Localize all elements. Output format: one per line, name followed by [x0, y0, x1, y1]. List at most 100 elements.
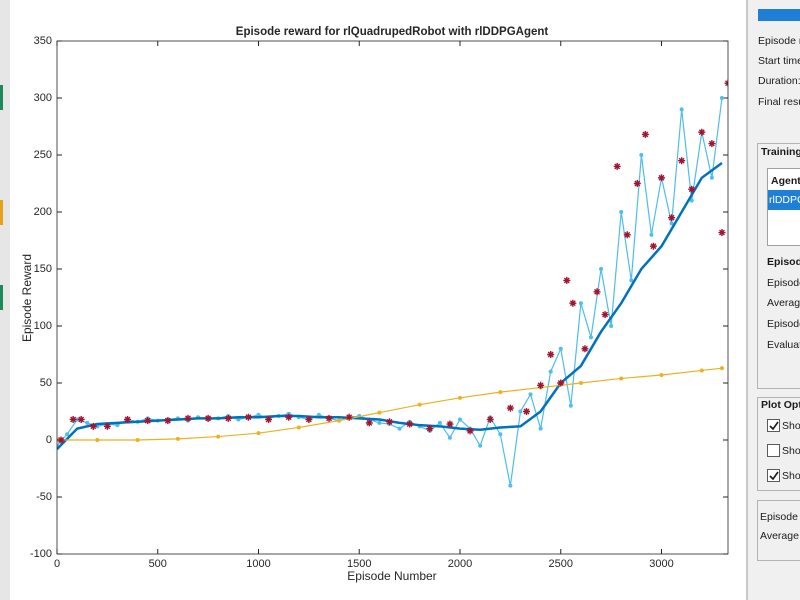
- point: [75, 417, 80, 422]
- y-tick-label: -50: [36, 491, 52, 503]
- point: [498, 432, 503, 437]
- left-strip: [0, 0, 10, 600]
- y-tick-label: 200: [34, 206, 52, 218]
- evaluation-marker: [406, 420, 414, 428]
- x-tick-label: 2000: [448, 558, 472, 570]
- x-tick-label: 1000: [246, 558, 270, 570]
- x-tick-label: 1500: [347, 558, 371, 570]
- evaluation-marker: [184, 414, 192, 422]
- checkbox-label[interactable]: Show: [782, 470, 800, 482]
- point: [377, 410, 382, 415]
- checkbox[interactable]: [767, 419, 780, 432]
- status-label: Start time: [758, 55, 800, 67]
- y-tick-label: 300: [34, 92, 52, 104]
- point: [216, 434, 221, 439]
- point: [639, 153, 644, 157]
- series-group: [57, 79, 728, 488]
- evaluation-marker: [557, 379, 565, 387]
- evaluation-marker: [522, 408, 530, 415]
- evaluation-marker: [164, 417, 172, 425]
- group-header: [758, 398, 800, 412]
- plot-area: [57, 41, 728, 554]
- point: [397, 426, 402, 431]
- y-tick-label: 100: [34, 320, 52, 332]
- point: [458, 395, 463, 400]
- evaluation-marker: [623, 231, 631, 239]
- info-label: Average: [767, 297, 800, 309]
- table-row-selected[interactable]: [768, 190, 800, 210]
- point: [719, 366, 724, 371]
- evaluation-marker: [77, 415, 85, 423]
- point: [599, 267, 604, 271]
- group-title: Training: [761, 146, 800, 158]
- checkmark[interactable]: [769, 471, 779, 481]
- point: [558, 346, 563, 351]
- evaluation-marker: [668, 214, 676, 222]
- evaluation-marker: [613, 162, 621, 170]
- left-marker: [0, 200, 3, 225]
- status-label: Duration:: [758, 75, 800, 87]
- evaluation-marker: [69, 415, 77, 423]
- evaluation-marker: [244, 413, 252, 421]
- point: [135, 438, 140, 442]
- y-tick-label: 250: [34, 149, 52, 161]
- point: [518, 409, 523, 414]
- evaluation-marker: [144, 417, 152, 425]
- info-label: Episode: [767, 277, 800, 289]
- x-tick-label: 3000: [649, 558, 673, 570]
- point: [175, 436, 180, 441]
- point: [699, 368, 704, 373]
- point: [689, 198, 694, 203]
- point: [447, 435, 452, 440]
- point: [709, 175, 714, 180]
- evaluation-marker: [345, 413, 353, 421]
- divider[interactable]: [746, 0, 748, 600]
- evaluation-marker: [708, 140, 716, 148]
- point: [619, 210, 624, 214]
- y-tick-label: 50: [40, 377, 52, 389]
- y-tick-label: 350: [34, 35, 52, 47]
- point: [437, 420, 442, 425]
- checkbox[interactable]: [767, 469, 780, 482]
- checkbox[interactable]: [767, 444, 780, 457]
- stats-label: Average: [760, 530, 799, 542]
- info-title: Episod: [767, 256, 800, 268]
- evaluation-marker: [649, 242, 657, 250]
- evaluation-marker: [633, 180, 641, 187]
- checkbox-label[interactable]: Show: [782, 445, 800, 457]
- evaluation-marker: [89, 422, 97, 430]
- point: [377, 420, 382, 425]
- x-tick-label: 2500: [549, 558, 573, 570]
- left-marker: [0, 85, 3, 110]
- status-label: Final resu: [758, 96, 800, 108]
- point: [578, 381, 583, 385]
- info-label: Evaluat: [767, 339, 800, 351]
- evaluation-marker: [265, 415, 273, 423]
- evaluation-marker: [103, 422, 111, 430]
- evaluation-marker: [486, 415, 494, 423]
- evaluation-marker: [325, 414, 333, 422]
- point: [679, 107, 684, 112]
- checkbox-label[interactable]: Show: [782, 420, 800, 432]
- table-cell[interactable]: rlDDPG: [769, 194, 800, 206]
- point: [508, 483, 513, 488]
- point: [458, 417, 463, 422]
- point: [85, 420, 90, 425]
- x-tick-label: 0: [54, 558, 60, 570]
- evaluation-marker: [224, 414, 232, 422]
- plot-options-group: [757, 397, 800, 491]
- evaluation-marker: [204, 414, 212, 422]
- point: [568, 403, 573, 408]
- point: [578, 301, 583, 306]
- evaluation-marker: [641, 130, 649, 138]
- stats-group: [757, 500, 800, 561]
- point: [619, 376, 624, 381]
- point: [719, 96, 724, 100]
- y-tick-label: 0: [46, 434, 52, 446]
- status-label: Episode n: [758, 35, 800, 47]
- checkmark[interactable]: [769, 421, 779, 431]
- point: [256, 431, 261, 436]
- point: [548, 369, 553, 374]
- evaluation-marker: [466, 427, 474, 435]
